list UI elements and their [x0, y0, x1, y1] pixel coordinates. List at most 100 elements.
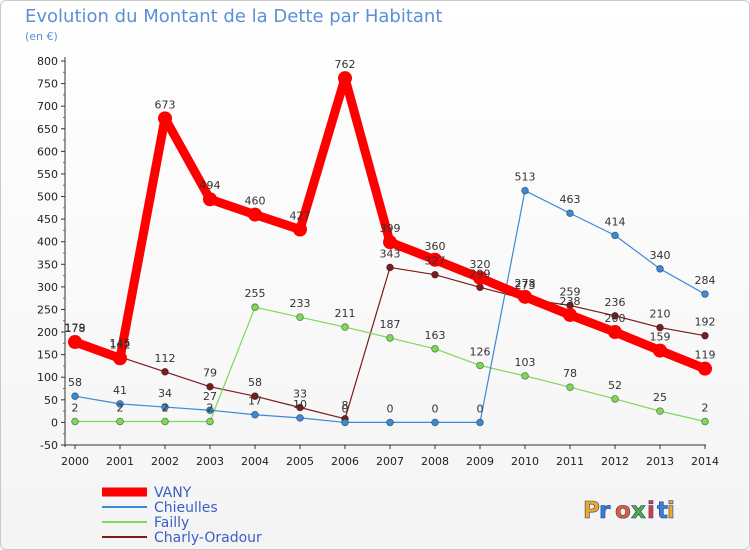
data-label: 33	[293, 388, 307, 401]
data-label: 126	[470, 345, 491, 358]
data-label: 320	[470, 258, 491, 271]
data-label: 255	[245, 287, 266, 300]
x-tick-label: 2003	[196, 455, 224, 468]
data-point	[251, 410, 259, 419]
data-label: 2	[72, 402, 79, 415]
data-label: 399	[380, 222, 401, 235]
data-label: 58	[68, 376, 82, 389]
y-tick-label: 450	[37, 213, 58, 226]
data-label: 427	[290, 210, 311, 223]
legend-label: Charly-Oradour	[154, 530, 262, 546]
data-point	[473, 270, 487, 285]
y-tick-label: 250	[37, 303, 58, 316]
data-point	[521, 372, 529, 380]
data-label: 327	[425, 255, 446, 268]
y-tick-label: 0	[51, 416, 58, 429]
data-point	[653, 343, 667, 358]
y-tick-label: 300	[37, 281, 58, 294]
data-point	[476, 361, 484, 370]
data-label: 78	[563, 367, 577, 380]
x-tick-label: 2013	[646, 455, 674, 468]
y-tick-label: 750	[37, 78, 58, 91]
x-tick-label: 2007	[376, 455, 404, 468]
x-tick-label: 2012	[601, 455, 629, 468]
data-point	[341, 323, 349, 331]
data-label: 10	[293, 398, 307, 411]
data-label: 8	[342, 399, 349, 412]
data-label: 17	[248, 395, 262, 408]
chart-subtitle: (en €)	[25, 30, 58, 43]
series-layer	[68, 71, 712, 427]
data-label: 2	[702, 402, 709, 415]
data-label: 210	[650, 308, 671, 321]
data-point	[476, 283, 484, 292]
logo-letter: r	[599, 498, 611, 524]
data-point	[116, 400, 124, 408]
y-tick-label: 100	[37, 371, 58, 384]
data-label: 238	[560, 295, 581, 308]
data-point	[158, 111, 172, 126]
data-point	[656, 265, 664, 273]
data-point	[206, 417, 214, 426]
y-tick-label: 800	[37, 55, 58, 68]
y-tick-label: 650	[37, 123, 58, 136]
data-label: 34	[158, 387, 172, 400]
y-tick-label: 350	[37, 258, 58, 271]
data-point	[113, 351, 127, 366]
data-point	[608, 325, 622, 340]
logo-letter: i	[647, 498, 655, 524]
data-label: 58	[248, 376, 262, 389]
data-label: 460	[245, 195, 266, 208]
data-label: 513	[515, 171, 536, 184]
data-point	[566, 209, 574, 218]
x-tick-label: 2005	[286, 455, 314, 468]
y-tick-label: 700	[37, 100, 58, 113]
data-point	[296, 313, 304, 321]
data-point	[611, 395, 619, 403]
data-point	[698, 361, 712, 376]
data-point	[611, 311, 619, 320]
x-tick-label: 2006	[331, 455, 359, 468]
data-point	[161, 417, 169, 426]
data-point	[116, 417, 124, 426]
data-point	[383, 235, 397, 250]
data-point	[206, 406, 214, 415]
y-tick-label: 400	[37, 236, 58, 249]
x-tick-label: 2010	[511, 455, 539, 468]
data-point	[431, 418, 439, 427]
data-label: 187	[380, 318, 401, 331]
data-label: 178	[65, 322, 86, 335]
data-point	[296, 414, 304, 422]
data-label: 299	[470, 267, 491, 280]
data-label: 2	[207, 402, 214, 415]
x-tick-label: 2000	[61, 455, 89, 468]
x-tick-label: 2011	[556, 455, 584, 468]
data-point	[251, 303, 259, 312]
data-label: 211	[335, 307, 356, 320]
data-point	[611, 231, 619, 240]
data-label: 142	[110, 338, 131, 351]
data-label: 179	[65, 322, 86, 335]
data-point	[701, 417, 709, 426]
y-tick-label: 200	[37, 326, 58, 339]
data-label: 0	[432, 402, 439, 415]
x-tick-label: 2001	[106, 455, 134, 468]
data-point	[251, 392, 259, 401]
data-point	[338, 71, 352, 86]
data-label: 159	[650, 331, 671, 344]
data-point	[206, 382, 214, 391]
logo-letter: x	[631, 498, 646, 524]
data-point	[71, 392, 79, 401]
data-label: 27	[203, 390, 217, 403]
y-tick-label: -50	[40, 439, 58, 452]
legend-label: VANY	[154, 485, 192, 501]
x-tick-label: 2004	[241, 455, 269, 468]
data-label: 41	[113, 384, 127, 397]
data-point	[293, 222, 307, 237]
data-point	[68, 334, 82, 349]
data-point	[71, 417, 79, 426]
data-label: 25	[653, 391, 667, 404]
